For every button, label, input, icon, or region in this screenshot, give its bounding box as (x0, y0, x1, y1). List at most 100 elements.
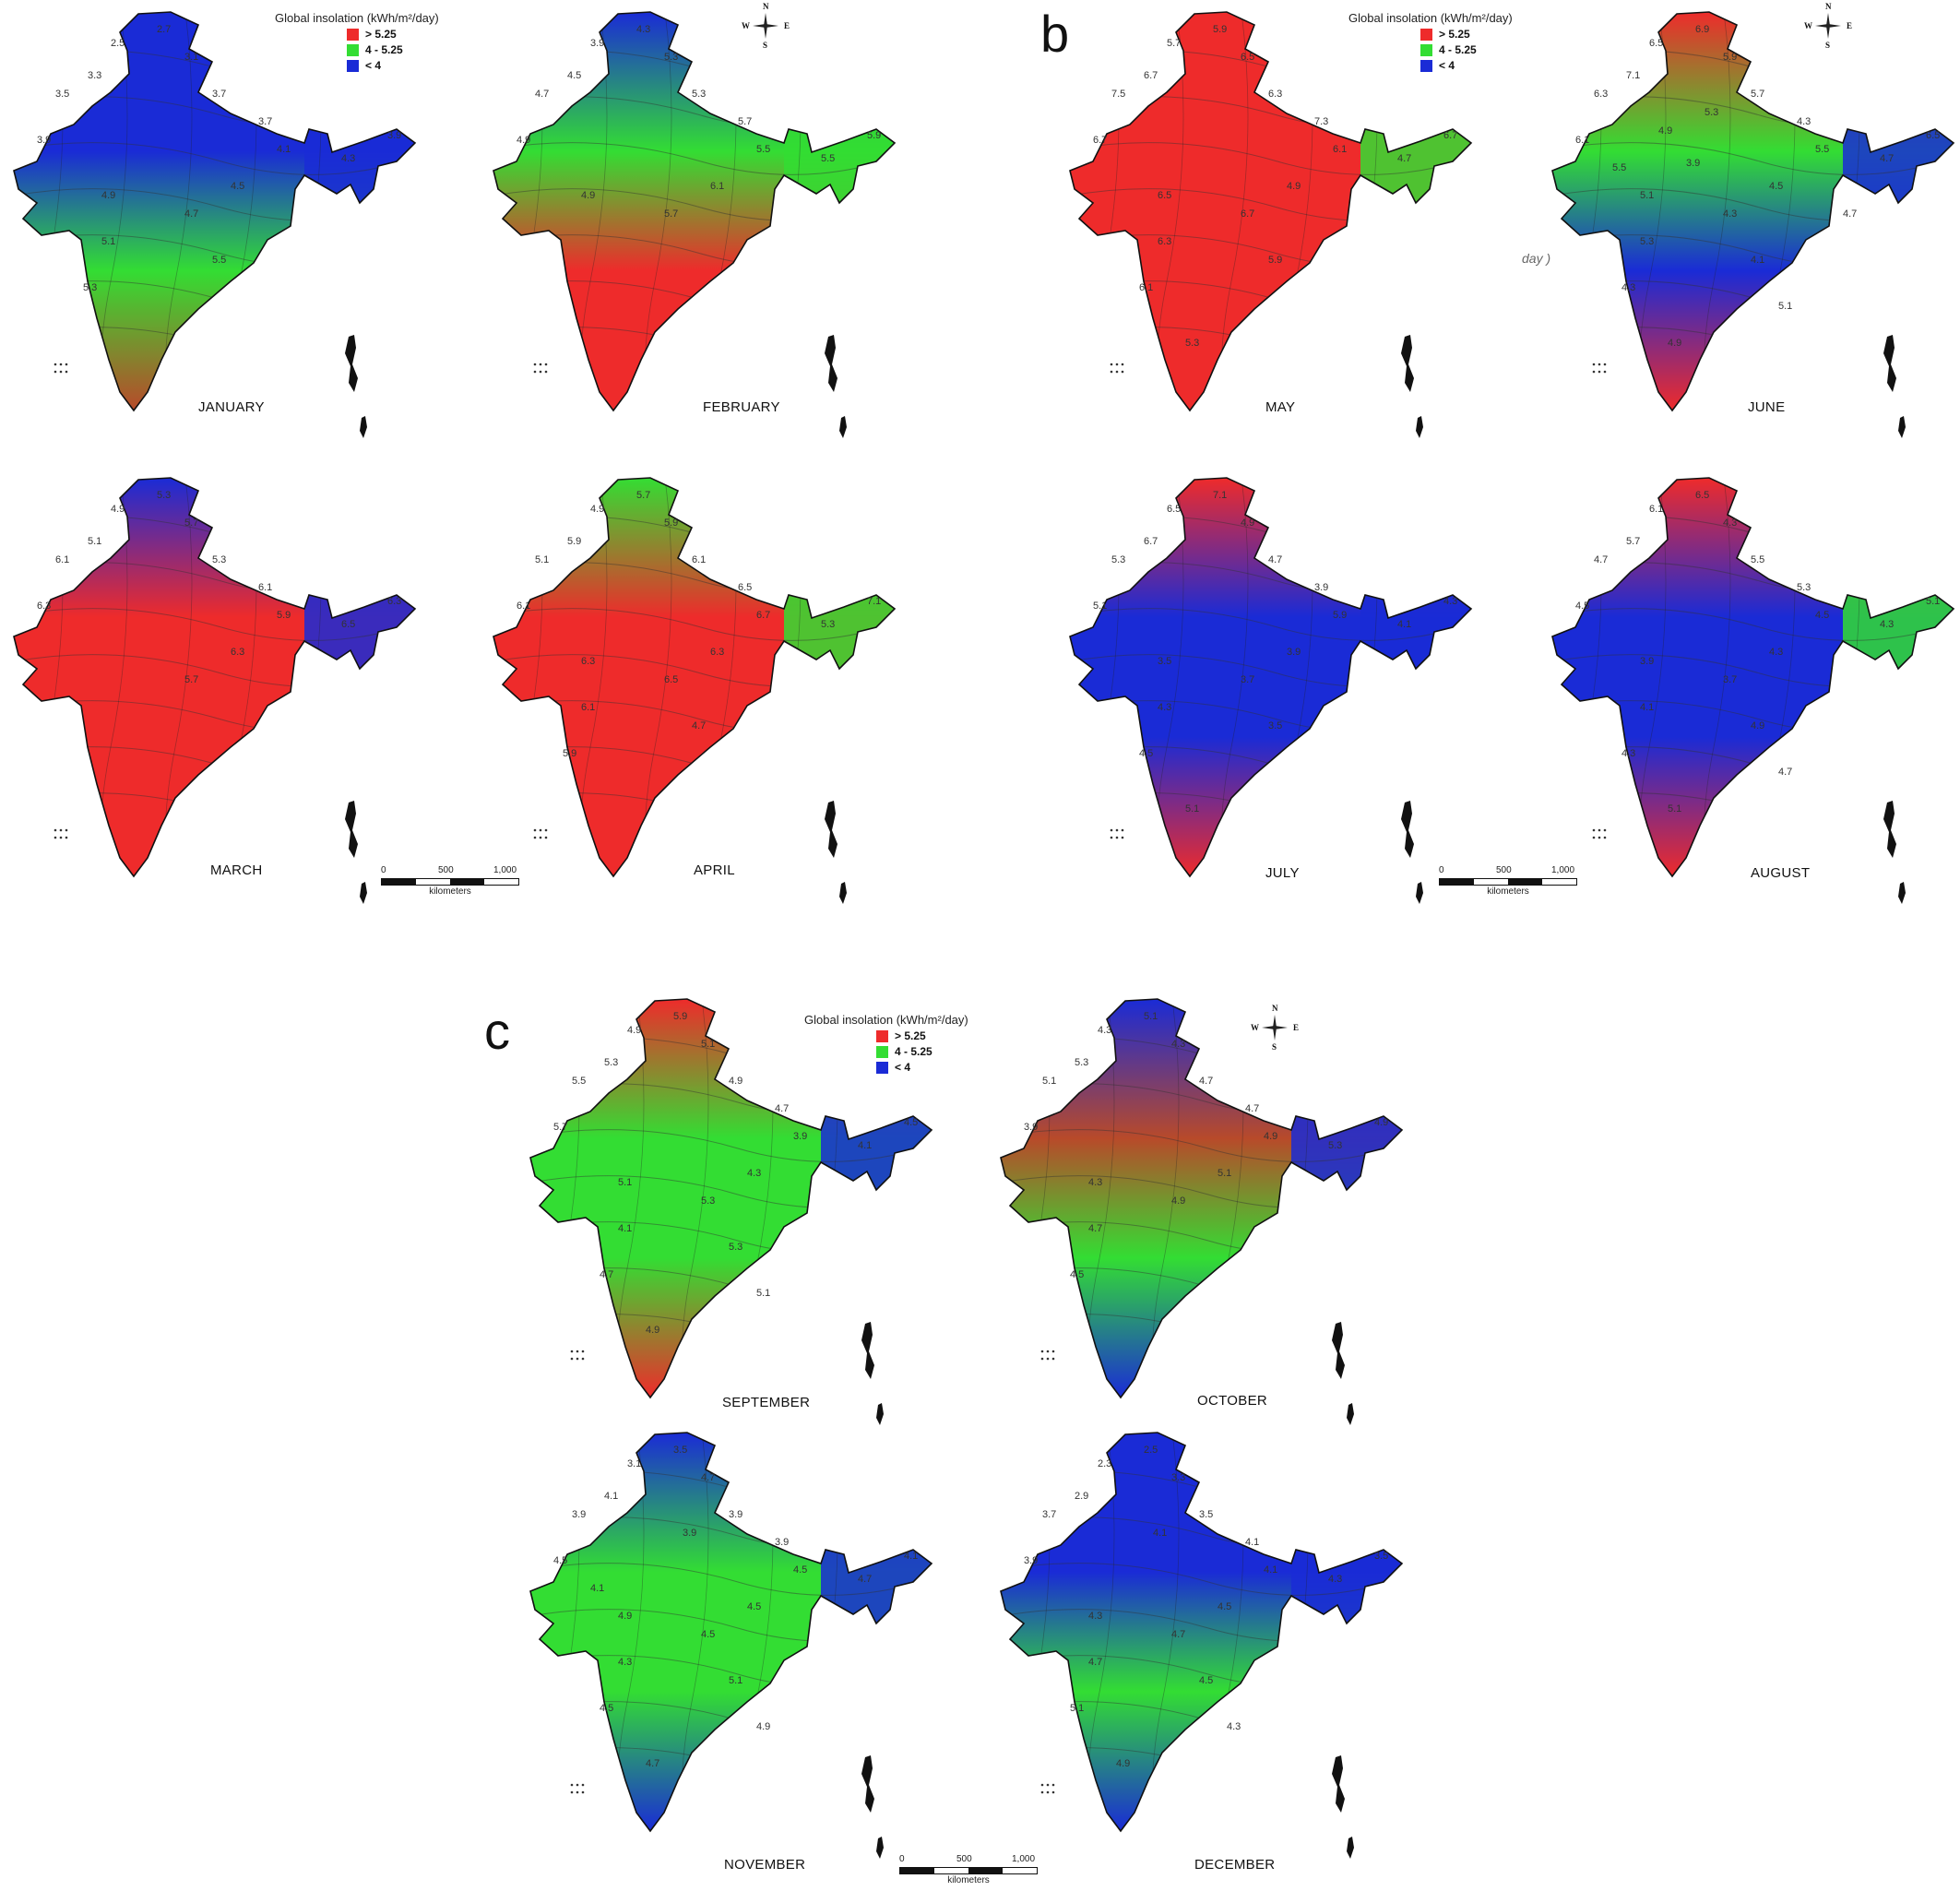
contour-value-label: 4.9 (1241, 517, 1254, 529)
contour-value-label: 3.5 (673, 1445, 687, 1456)
contour-value-label: 7.5 (1111, 89, 1125, 100)
compass-s: S (1272, 1042, 1277, 1052)
month-label-february: FEBRUARY (703, 399, 780, 415)
state-boundary (1281, 1433, 1315, 1831)
contour-value-label: 4.9 (1264, 1131, 1277, 1142)
lakshadweep-islands (1051, 1357, 1055, 1361)
contour-value-label: 5.5 (212, 255, 226, 266)
andaman-islands (360, 882, 367, 904)
contour-value-label: 5.9 (277, 610, 291, 621)
andaman-islands (825, 801, 837, 858)
contour-value-label: 6.7 (1093, 135, 1107, 146)
legend-label-mid: 4 - 5.25 (1439, 43, 1477, 56)
contour-value-label: 4.5 (600, 1703, 613, 1714)
contour-value-label: 6.1 (1333, 144, 1347, 155)
india-map-svg: 3.9 4.3 4.5 4.7 4.9 5.3 5.3 5.7 5.9 5.5 5.5 6.1 5.7 4… (493, 11, 897, 438)
andaman-islands (876, 1403, 884, 1425)
legend-swatch-mid (347, 43, 359, 56)
contour-value-label: 6.5 (1241, 52, 1254, 63)
contour-value-label: 4.1 (1640, 702, 1654, 713)
compass-s: S (763, 41, 768, 50)
contour-value-label: 4.3 (1227, 1721, 1241, 1732)
contour-value-label: 4.9 (1751, 720, 1764, 731)
contour-value-label: 4.7 (1268, 554, 1282, 565)
contour-value-label: 6.9 (1695, 24, 1709, 35)
legend-swatch-high (347, 28, 359, 41)
contour-value-label: 5.3 (1075, 1057, 1088, 1068)
andaman-islands (1332, 1755, 1345, 1813)
andaman-islands (1401, 335, 1414, 392)
contour-value-label: 4.9 (1287, 181, 1301, 192)
map-november: 3.1 3.5 4.1 3.9 4.5 4.7 3.9 3.9 4.1 4.5 4.7 4.5 4.5 4… (517, 1425, 950, 1886)
contour-value-label: 4.9 (1171, 1195, 1185, 1207)
contour-value-label: 5.1 (535, 554, 549, 565)
contour-value-label: 6.7 (1443, 130, 1457, 141)
lakshadweep-islands (59, 363, 63, 366)
contour-value-label: 6.1 (517, 601, 530, 612)
contour-value-label: 7.1 (867, 596, 881, 607)
contour-value-label: 5.5 (1612, 162, 1626, 173)
contour-line (530, 1747, 932, 1780)
state-boundary (294, 478, 328, 876)
andaman-islands (1401, 801, 1414, 858)
contour-value-label: 4.1 (618, 1223, 632, 1234)
lakshadweep-islands (65, 836, 68, 839)
lakshadweep-islands (1592, 828, 1596, 832)
legend-label-low: < 4 (1439, 59, 1455, 72)
state-boundary (1350, 12, 1384, 410)
contour-value-label: 4.7 (1245, 1103, 1259, 1114)
lakshadweep-islands (1121, 828, 1124, 832)
map-april: 4.9 5.7 5.9 5.1 6.1 5.9 6.1 6.5 7.1 6.7 5.3 6.3 6.5 6… (480, 470, 913, 932)
andaman-islands (876, 1837, 884, 1859)
scale-tick: 0 (1439, 865, 1444, 875)
lakshadweep-islands (1040, 1790, 1044, 1794)
contour-value-label: 5.3 (1185, 338, 1199, 349)
map-june: 6.5 6.9 7.1 6.3 6.1 5.9 5.7 4.3 6.5 5.5 4.7 4.5 4.3 5… (1538, 5, 1960, 466)
contour-value-label: 5.3 (212, 554, 226, 565)
contour-value-label: 4.3 (636, 24, 650, 35)
contour-value-label: 4.7 (1397, 153, 1411, 164)
contour-value-label: 2.5 (1144, 1445, 1158, 1456)
contour-line (14, 516, 415, 549)
contour-value-label: 5.9 (567, 536, 581, 547)
contour-line (493, 792, 895, 826)
legend-title: Global insolation (kWh/m²/day) (1348, 11, 1513, 25)
northeast-region (784, 586, 895, 678)
legend-label-mid: 4 - 5.25 (365, 43, 403, 56)
contour-value-label: 4.5 (553, 1555, 567, 1566)
contour-value-label: 5.1 (1668, 803, 1681, 815)
contour-value-label: 5.1 (1926, 596, 1940, 607)
contour-value-label: 5.7 (664, 208, 678, 220)
contour-value-label: 3.7 (1241, 674, 1254, 685)
lakshadweep-islands (576, 1783, 579, 1787)
contour-value-label: 6.7 (1144, 70, 1158, 81)
lakshadweep-islands (533, 836, 537, 839)
contour-value-label: 2.5 (111, 38, 125, 49)
contour-value-label: 4.3 (1158, 702, 1171, 713)
contour-value-label: 4.7 (1171, 1629, 1185, 1640)
contour-value-label: 5.3 (1797, 582, 1811, 593)
contour-value-label: 6.5 (1649, 38, 1663, 49)
contour-value-label: 4.7 (1088, 1223, 1102, 1234)
scale-tick: 500 (1496, 865, 1512, 875)
lakshadweep-islands (65, 370, 68, 374)
month-label-january: JANUARY (198, 399, 265, 415)
contour-line (1001, 1037, 1402, 1070)
andaman-islands (1347, 1837, 1354, 1859)
india-map-svg: 6.5 6.9 7.1 6.3 6.1 5.9 5.7 4.3 6.5 5.5 4.7 4.5 4.3 5… (1551, 11, 1955, 438)
lakshadweep-islands (65, 363, 68, 366)
contour-value-label: 4.7 (600, 1269, 613, 1280)
contour-value-label: 6.1 (55, 554, 69, 565)
state-boundary (645, 478, 679, 876)
lakshadweep-islands (576, 1790, 579, 1794)
contour-line (1070, 327, 1471, 360)
contour-value-label: 5.1 (1640, 190, 1654, 201)
contour-value-label: 3.3 (88, 70, 101, 81)
contour-value-label: 4.3 (1098, 1025, 1111, 1036)
contour-value-label: 3.1 (627, 1458, 641, 1469)
india-map-svg: 2.5 2.7 3.3 3.5 3.9 3.1 3.7 3.7 3.9 4.1 4.3 4.5 4.7 4… (13, 11, 417, 438)
contour-value-label: 4.5 (567, 70, 581, 81)
contour-value-label: 4.1 (858, 1140, 872, 1151)
india-map-svg: 4.3 5.1 5.3 5.1 3.9 4.3 4.7 4.7 4.9 4.9 5.3 5.1 4.9 4… (1000, 998, 1404, 1425)
compass-rose-icon: N S W E (1804, 2, 1852, 50)
